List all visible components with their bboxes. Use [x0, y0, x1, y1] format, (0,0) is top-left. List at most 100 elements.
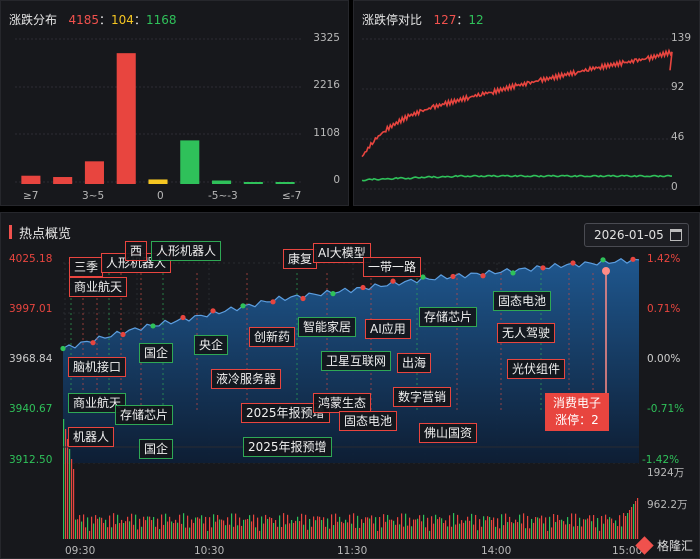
concept-tag[interactable]: 无人驾驶	[497, 323, 556, 343]
volume-bar	[559, 520, 561, 539]
volume-bar	[251, 521, 253, 539]
dist-y-tick: 0	[333, 174, 340, 186]
event-dot[interactable]	[240, 303, 246, 309]
volume-bar	[545, 517, 547, 539]
date-picker[interactable]: 2026-01-05	[584, 223, 689, 247]
event-dot[interactable]	[120, 331, 126, 338]
concept-tag[interactable]: 国企	[139, 439, 174, 459]
concept-tag[interactable]: 数字营销	[393, 387, 452, 407]
volume-bar	[221, 519, 223, 539]
volume-bar	[205, 516, 207, 539]
event-dot[interactable]	[390, 278, 396, 284]
event-dot[interactable]	[180, 314, 186, 321]
event-dot[interactable]	[210, 308, 216, 314]
limit-callout[interactable]: 消费电子 涨停：2	[545, 393, 609, 431]
concept-tag[interactable]: 央企	[194, 335, 229, 355]
event-dot[interactable]	[90, 340, 96, 346]
volume-bar	[449, 515, 451, 539]
volume-bar	[489, 517, 491, 539]
concept-tag[interactable]: 国企	[139, 343, 174, 363]
event-dot[interactable]	[480, 273, 486, 279]
volume-bar	[187, 515, 189, 539]
concept-tag[interactable]: 创新药	[249, 327, 296, 347]
concept-tag[interactable]: 出海	[397, 353, 432, 373]
volume-bar	[197, 517, 199, 539]
event-dot[interactable]	[450, 273, 456, 280]
event-dot[interactable]	[360, 284, 366, 291]
flat-count: 104	[111, 13, 134, 27]
concept-tag[interactable]: 2025年报预增	[241, 403, 330, 423]
volume-bar	[539, 518, 541, 539]
event-dot[interactable]	[60, 345, 66, 352]
volume-bar	[295, 520, 297, 539]
limit-y-tick: 92	[671, 81, 685, 93]
volume-bar	[203, 523, 205, 539]
concept-tag[interactable]: AI大模型	[313, 243, 371, 263]
concept-tag[interactable]: 光伏组件	[507, 359, 566, 379]
volume-bar	[219, 519, 221, 539]
volume-bar	[627, 513, 629, 539]
dist-bar	[275, 182, 295, 184]
event-dot[interactable]	[420, 274, 426, 280]
concept-tag[interactable]: 固态电池	[493, 291, 552, 311]
event-dot[interactable]	[600, 257, 606, 263]
volume-bar	[171, 521, 173, 539]
volume-bar	[417, 518, 419, 539]
dist-x-label: ≤-7	[282, 190, 302, 202]
event-dot[interactable]	[300, 295, 306, 302]
event-dot[interactable]	[540, 265, 546, 271]
event-dot[interactable]	[330, 291, 336, 297]
calendar-icon[interactable]	[670, 229, 682, 241]
time-label: 14:00	[481, 545, 512, 557]
hot-title: 热点概览	[9, 223, 71, 242]
concept-tag[interactable]: 商业航天	[68, 393, 127, 413]
volume-bar	[455, 524, 457, 539]
volume-bar	[379, 516, 381, 539]
volume-bar	[291, 520, 293, 539]
volume-bar	[389, 519, 391, 539]
volume-bar	[631, 507, 633, 539]
concept-tag[interactable]: 一带一路	[363, 257, 422, 277]
volume-bar	[213, 514, 215, 539]
concept-tag[interactable]: 智能家居	[298, 317, 357, 337]
concept-tag[interactable]: 佛山国资	[419, 423, 478, 443]
volume-bar	[451, 526, 453, 539]
event-dot[interactable]	[570, 260, 576, 266]
event-dot[interactable]	[270, 299, 276, 305]
concept-tag[interactable]: 机器人	[68, 427, 115, 447]
concept-tag[interactable]: 脑机接口	[68, 357, 127, 377]
volume-bar	[589, 515, 591, 539]
concept-tag[interactable]: 存储芯片	[115, 405, 174, 425]
concept-tag[interactable]: 液冷服务器	[211, 369, 282, 389]
volume-bar	[149, 516, 151, 539]
volume-bar	[163, 524, 165, 539]
concept-tag[interactable]: 西	[125, 241, 148, 261]
concept-tag[interactable]: 卫星互联网	[321, 351, 392, 371]
volume-bar	[335, 513, 337, 539]
concept-tag[interactable]: 鸿蒙生态	[313, 393, 372, 413]
concept-tag[interactable]: 三季	[69, 257, 104, 277]
concept-tag[interactable]: 2025年报预增	[243, 437, 332, 457]
concept-tag[interactable]: 商业航天	[69, 277, 128, 297]
concept-tag[interactable]: 存储芯片	[419, 307, 478, 327]
volume-bar	[141, 526, 143, 539]
concept-tag[interactable]: 康复	[283, 249, 318, 269]
volume-bar	[625, 516, 627, 539]
volume-bar	[153, 516, 155, 539]
event-dot[interactable]	[510, 270, 516, 276]
concept-tag[interactable]: 固态电池	[339, 411, 398, 431]
concept-tag[interactable]: 人形机器人	[151, 241, 222, 261]
volume-bar	[91, 516, 93, 539]
volume-bar	[93, 523, 95, 539]
event-dot[interactable]	[150, 323, 156, 329]
volume-bar	[519, 514, 521, 539]
volume-bar	[243, 519, 245, 539]
volume-bar	[491, 519, 493, 539]
event-dot[interactable]	[630, 256, 636, 262]
volume-bar	[103, 522, 105, 539]
volume-bar	[543, 523, 545, 539]
volume-bar	[229, 524, 231, 539]
concept-tag[interactable]: AI应用	[365, 319, 411, 339]
hot-y-left: 3968.84	[9, 353, 53, 365]
volume-bar	[151, 520, 153, 539]
